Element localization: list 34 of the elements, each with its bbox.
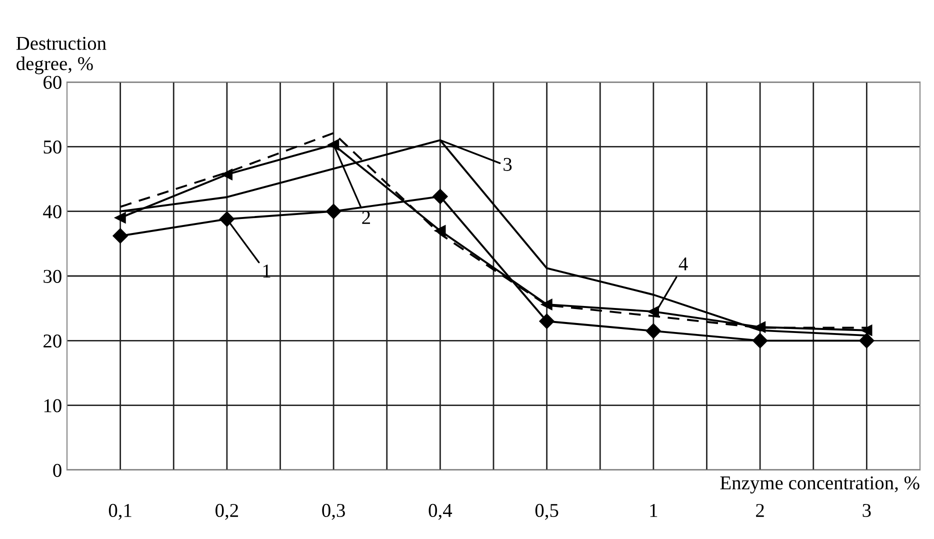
point xyxy=(541,298,552,310)
point xyxy=(328,139,340,150)
y-tick-label: 60 xyxy=(44,76,62,89)
annotation: 2 xyxy=(362,211,370,224)
x-tick-label: 0,5 xyxy=(535,504,558,520)
x-tick-label: 3 xyxy=(862,504,871,518)
y-axis-title: Destruction degree, % xyxy=(16,36,106,74)
point xyxy=(221,168,232,180)
y-tick-label: 10 xyxy=(44,399,62,412)
point xyxy=(219,212,235,227)
point xyxy=(432,188,448,204)
y-tick-label: 40 xyxy=(43,205,62,218)
y-tick-label: 30 xyxy=(44,270,62,283)
y-tick-label: 20 xyxy=(44,334,62,348)
y-tick-label: 50 xyxy=(44,140,62,154)
annotation: 4 xyxy=(678,257,688,270)
y-tick-label: 0 xyxy=(53,464,62,477)
x-tick-label: 0,3 xyxy=(322,504,345,520)
annotation: 1 xyxy=(263,264,270,278)
point xyxy=(752,333,768,348)
x-tick-label: 0,2 xyxy=(216,504,238,520)
point xyxy=(539,314,554,329)
x-tick-label: 1 xyxy=(650,504,658,517)
point xyxy=(861,324,872,336)
point xyxy=(326,204,342,219)
annotation: 3 xyxy=(504,158,512,171)
point xyxy=(859,333,874,348)
point xyxy=(112,228,128,244)
point xyxy=(646,323,662,339)
x-tick-label: 0,4 xyxy=(428,504,452,520)
x-tick-label: 0,1 xyxy=(108,504,132,520)
x-tick-label: 2 xyxy=(756,504,764,517)
x-axis-title: Enzyme concentration, % xyxy=(720,476,920,494)
point xyxy=(114,212,126,224)
